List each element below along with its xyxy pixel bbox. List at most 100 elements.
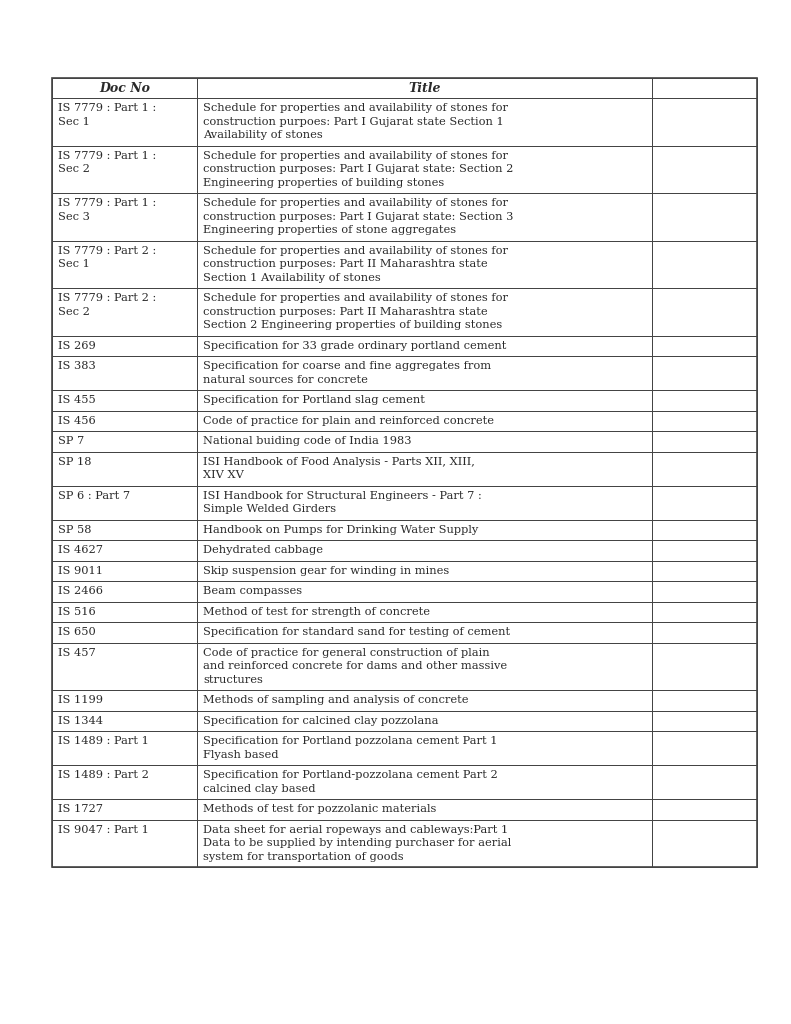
- Bar: [52, 519, 197, 540]
- Bar: [52, 690, 197, 711]
- Bar: [52, 241, 197, 288]
- Bar: [52, 356, 197, 390]
- Text: IS 9047 : Part 1: IS 9047 : Part 1: [58, 824, 149, 835]
- Bar: [652, 288, 757, 336]
- Text: IS 7779 : Part 1 :: IS 7779 : Part 1 :: [58, 199, 157, 208]
- Text: Sec 2: Sec 2: [58, 307, 90, 316]
- Text: Beam compasses: Beam compasses: [203, 587, 302, 596]
- Text: Specification for Portland slag cement: Specification for Portland slag cement: [203, 395, 425, 406]
- Bar: [197, 485, 652, 519]
- Text: IS 9011: IS 9011: [58, 565, 103, 575]
- Text: Specification for Portland-pozzolana cement Part 2: Specification for Portland-pozzolana cem…: [203, 770, 498, 780]
- Text: Code of practice for plain and reinforced concrete: Code of practice for plain and reinforce…: [203, 416, 494, 426]
- Text: construction purposes: Part I Gujarat state: Section 2: construction purposes: Part I Gujarat st…: [203, 164, 513, 174]
- Bar: [197, 519, 652, 540]
- Text: construction purposes: Part II Maharashtra state: construction purposes: Part II Maharasht…: [203, 307, 487, 316]
- Text: IS 455: IS 455: [58, 395, 96, 406]
- Bar: [52, 485, 197, 519]
- Text: SP 18: SP 18: [58, 457, 92, 467]
- Text: IS 456: IS 456: [58, 416, 96, 426]
- Bar: [52, 98, 197, 145]
- Text: XIV XV: XIV XV: [203, 470, 244, 480]
- Bar: [197, 336, 652, 356]
- Text: Methods of sampling and analysis of concrete: Methods of sampling and analysis of conc…: [203, 695, 468, 706]
- Bar: [652, 98, 757, 145]
- Text: ISI Handbook for Structural Engineers - Part 7 :: ISI Handbook for Structural Engineers - …: [203, 490, 482, 501]
- Text: system for transportation of goods: system for transportation of goods: [203, 852, 403, 862]
- Text: Data sheet for aerial ropeways and cableways:Part 1: Data sheet for aerial ropeways and cable…: [203, 824, 509, 835]
- Bar: [652, 601, 757, 622]
- Bar: [52, 288, 197, 336]
- Bar: [652, 765, 757, 799]
- Bar: [652, 731, 757, 765]
- Bar: [52, 452, 197, 485]
- Text: IS 2466: IS 2466: [58, 587, 103, 596]
- Bar: [652, 690, 757, 711]
- Bar: [52, 799, 197, 819]
- Text: Method of test for strength of concrete: Method of test for strength of concrete: [203, 607, 430, 616]
- Text: SP 7: SP 7: [58, 436, 85, 446]
- Text: Engineering properties of building stones: Engineering properties of building stone…: [203, 178, 445, 187]
- Bar: [197, 145, 652, 193]
- Text: Data to be supplied by intending purchaser for aerial: Data to be supplied by intending purchas…: [203, 839, 511, 848]
- Text: IS 269: IS 269: [58, 341, 96, 351]
- Bar: [197, 452, 652, 485]
- Bar: [197, 288, 652, 336]
- Text: IS 7779 : Part 2 :: IS 7779 : Part 2 :: [58, 246, 157, 256]
- Text: IS 4627: IS 4627: [58, 545, 103, 555]
- Bar: [197, 411, 652, 431]
- Bar: [197, 581, 652, 601]
- Bar: [197, 819, 652, 867]
- Text: and reinforced concrete for dams and other massive: and reinforced concrete for dams and oth…: [203, 662, 507, 672]
- Bar: [652, 622, 757, 642]
- Bar: [197, 731, 652, 765]
- Text: Sec 2: Sec 2: [58, 164, 90, 174]
- Bar: [652, 411, 757, 431]
- Bar: [652, 356, 757, 390]
- Bar: [197, 356, 652, 390]
- Bar: [197, 642, 652, 690]
- Bar: [197, 540, 652, 560]
- Text: Code of practice for general construction of plain: Code of practice for general constructio…: [203, 648, 490, 657]
- Text: Schedule for properties and availability of stones for: Schedule for properties and availability…: [203, 103, 508, 114]
- Bar: [197, 601, 652, 622]
- Bar: [652, 642, 757, 690]
- Text: construction purposes: Part II Maharashtra state: construction purposes: Part II Maharasht…: [203, 259, 487, 269]
- Text: Engineering properties of stone aggregates: Engineering properties of stone aggregat…: [203, 225, 456, 236]
- Text: Simple Welded Girders: Simple Welded Girders: [203, 504, 336, 514]
- Bar: [197, 241, 652, 288]
- Text: construction purpoes: Part I Gujarat state Section 1: construction purpoes: Part I Gujarat sta…: [203, 117, 504, 127]
- Text: Methods of test for pozzolanic materials: Methods of test for pozzolanic materials: [203, 804, 437, 814]
- Bar: [197, 799, 652, 819]
- Bar: [652, 193, 757, 241]
- Bar: [197, 765, 652, 799]
- Text: Availability of stones: Availability of stones: [203, 130, 323, 140]
- Text: Schedule for properties and availability of stones for: Schedule for properties and availability…: [203, 293, 508, 303]
- Bar: [652, 78, 757, 98]
- Bar: [52, 711, 197, 731]
- Bar: [652, 431, 757, 452]
- Text: Flyash based: Flyash based: [203, 750, 278, 760]
- Text: IS 1727: IS 1727: [58, 804, 103, 814]
- Bar: [197, 78, 652, 98]
- Bar: [197, 690, 652, 711]
- Bar: [52, 431, 197, 452]
- Bar: [652, 485, 757, 519]
- Text: IS 1344: IS 1344: [58, 716, 103, 726]
- Text: IS 7779 : Part 1 :: IS 7779 : Part 1 :: [58, 151, 157, 161]
- Bar: [652, 711, 757, 731]
- Bar: [52, 193, 197, 241]
- Bar: [52, 819, 197, 867]
- Text: IS 7779 : Part 1 :: IS 7779 : Part 1 :: [58, 103, 157, 114]
- Text: Title: Title: [408, 82, 441, 94]
- Bar: [52, 411, 197, 431]
- Bar: [652, 452, 757, 485]
- Text: Specification for 33 grade ordinary portland cement: Specification for 33 grade ordinary port…: [203, 341, 506, 351]
- Bar: [197, 431, 652, 452]
- Bar: [52, 78, 757, 867]
- Text: Schedule for properties and availability of stones for: Schedule for properties and availability…: [203, 151, 508, 161]
- Text: calcined clay based: calcined clay based: [203, 783, 316, 794]
- Text: Specification for coarse and fine aggregates from: Specification for coarse and fine aggreg…: [203, 361, 491, 372]
- Text: Skip suspension gear for winding in mines: Skip suspension gear for winding in mine…: [203, 565, 449, 575]
- Text: Dehydrated cabbage: Dehydrated cabbage: [203, 545, 323, 555]
